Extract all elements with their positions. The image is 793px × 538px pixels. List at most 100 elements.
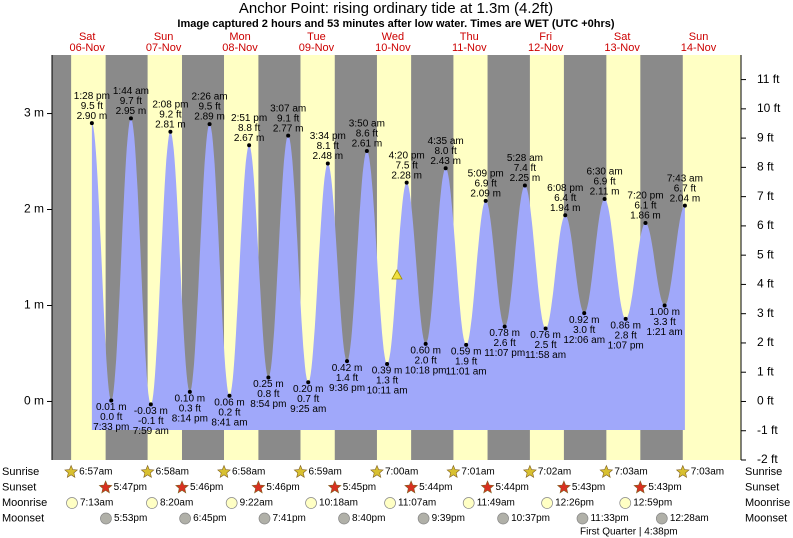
event-time: 12:59pm xyxy=(633,498,672,509)
y-tick-label: 0 m xyxy=(24,394,44,408)
y-tick-label: 1 m xyxy=(24,298,44,312)
extreme-point xyxy=(602,196,607,201)
moon-icon xyxy=(619,497,632,509)
day-label: Fri xyxy=(539,31,552,43)
extreme-ft: 7.5 ft xyxy=(396,160,418,171)
extreme-time: 11:07 pm xyxy=(484,348,525,359)
y2-tick-label: 2 ft xyxy=(757,335,774,349)
extreme-m: 2.67 m xyxy=(234,133,265,144)
extreme-time: 1:28 pm xyxy=(74,91,110,102)
extreme-ft: 6.1 ft xyxy=(634,201,656,212)
date-label: 12-Nov xyxy=(528,42,564,54)
extreme-ft: 1.3 ft xyxy=(376,376,398,387)
current-tide-marker xyxy=(391,269,403,280)
extreme-m: 1.86 m xyxy=(630,211,661,222)
extreme-ft: -0.1 ft xyxy=(138,416,164,427)
extreme-point xyxy=(89,121,94,126)
extreme-point xyxy=(682,203,687,208)
extreme-point xyxy=(582,311,587,316)
y2-tick-label: 0 ft xyxy=(757,394,774,408)
extreme-time: 6:08 pm xyxy=(547,183,583,194)
day-label: Sat xyxy=(614,31,631,43)
extreme-ft: 3.0 ft xyxy=(573,325,595,336)
sun-icon xyxy=(404,480,419,494)
extreme-ft: 9.2 ft xyxy=(159,109,181,120)
extreme-m: 0.92 m xyxy=(569,315,600,326)
event-time: 12:28am xyxy=(670,513,709,524)
extreme-point xyxy=(404,180,409,185)
event-time: 12:26pm xyxy=(555,498,594,509)
extreme-ft: 2.6 ft xyxy=(494,338,516,349)
extreme-ft: 8.6 ft xyxy=(356,129,378,140)
extreme-time: 9:25 am xyxy=(290,404,326,415)
sun-icon xyxy=(480,480,495,494)
sun-icon xyxy=(293,464,308,478)
day-label: Thu xyxy=(460,31,479,43)
extreme-m: 0.78 m xyxy=(489,328,520,339)
sun-icon xyxy=(522,464,537,478)
date-label: 10-Nov xyxy=(375,42,411,54)
extreme-point xyxy=(364,148,369,153)
extreme-ft: 0.8 ft xyxy=(257,389,279,400)
extreme-m: 2.04 m xyxy=(670,193,701,204)
extreme-time: 10:18 pm xyxy=(405,366,447,377)
extreme-time: 7:43 am xyxy=(667,173,703,184)
extreme-time: 1:44 am xyxy=(113,86,149,97)
extreme-point xyxy=(325,161,330,166)
extreme-m: 2.25 m xyxy=(510,173,541,184)
extreme-m: 0.20 m xyxy=(293,384,324,395)
extreme-ft: 9.1 ft xyxy=(277,113,299,124)
extreme-m: 2.89 m xyxy=(194,112,225,123)
extreme-m: 0.86 m xyxy=(610,321,641,332)
extreme-m: 0.10 m xyxy=(175,394,206,405)
moon-icon xyxy=(146,497,158,509)
plot-area xyxy=(52,55,741,460)
sun-icon xyxy=(556,480,571,494)
event-time: 7:41pm xyxy=(273,513,306,524)
event-time: 6:58am xyxy=(156,467,189,478)
moon-icon xyxy=(258,512,271,525)
extreme-m: 2.77 m xyxy=(273,123,304,134)
sun-icon xyxy=(140,464,155,478)
event-time: 7:03am xyxy=(614,467,647,478)
extreme-m: -0.03 m xyxy=(134,406,168,417)
extreme-m: 2.81 m xyxy=(155,119,186,130)
y2-tick-label: 11 ft xyxy=(757,72,780,86)
extreme-ft: 1.4 ft xyxy=(336,373,358,384)
day-label: Sun xyxy=(689,31,709,43)
extreme-m: 0.39 m xyxy=(372,366,403,377)
event-time: 10:18am xyxy=(319,498,358,509)
moon-icon xyxy=(417,512,430,525)
extreme-m: 2.43 m xyxy=(430,156,461,167)
extreme-time: 1:07 pm xyxy=(608,341,644,352)
extreme-time: 2:26 am xyxy=(192,92,228,103)
date-label: 13-Nov xyxy=(604,42,640,54)
moon-icon xyxy=(655,512,668,525)
extreme-ft: 9.7 ft xyxy=(120,96,142,107)
extreme-time: 5:28 am xyxy=(507,153,543,164)
sun-icon xyxy=(370,464,384,478)
extreme-time: 4:35 am xyxy=(428,136,464,147)
extreme-point xyxy=(247,143,252,148)
extreme-m: 0.60 m xyxy=(410,346,441,357)
extreme-time: 2:51 pm xyxy=(231,113,267,124)
extreme-point xyxy=(662,303,667,308)
extreme-point xyxy=(207,122,212,127)
extreme-time: 11:01 am xyxy=(446,366,487,377)
extreme-ft: 2.0 ft xyxy=(415,356,437,367)
extreme-time: 8:41 am xyxy=(211,417,247,428)
chart-title: Anchor Point: rising ordinary tide at 1.… xyxy=(239,0,553,17)
extreme-m: 2.11 m xyxy=(590,187,620,198)
extreme-point xyxy=(502,324,507,329)
moon-icon xyxy=(541,497,553,509)
extreme-time: 5:09 pm xyxy=(468,169,504,180)
extreme-ft: 6.9 ft xyxy=(593,177,615,188)
event-time: 6:45pm xyxy=(193,513,226,524)
extreme-ft: 3.3 ft xyxy=(654,317,676,328)
chart-subtitle: Image captured 2 hours and 53 minutes af… xyxy=(177,18,615,30)
y-tick-label: 2 m xyxy=(24,202,44,216)
extreme-time: 2:08 pm xyxy=(152,99,188,110)
extreme-time: 8:14 pm xyxy=(172,414,208,425)
day-band xyxy=(682,55,741,460)
event-time: 5:43pm xyxy=(572,482,605,493)
